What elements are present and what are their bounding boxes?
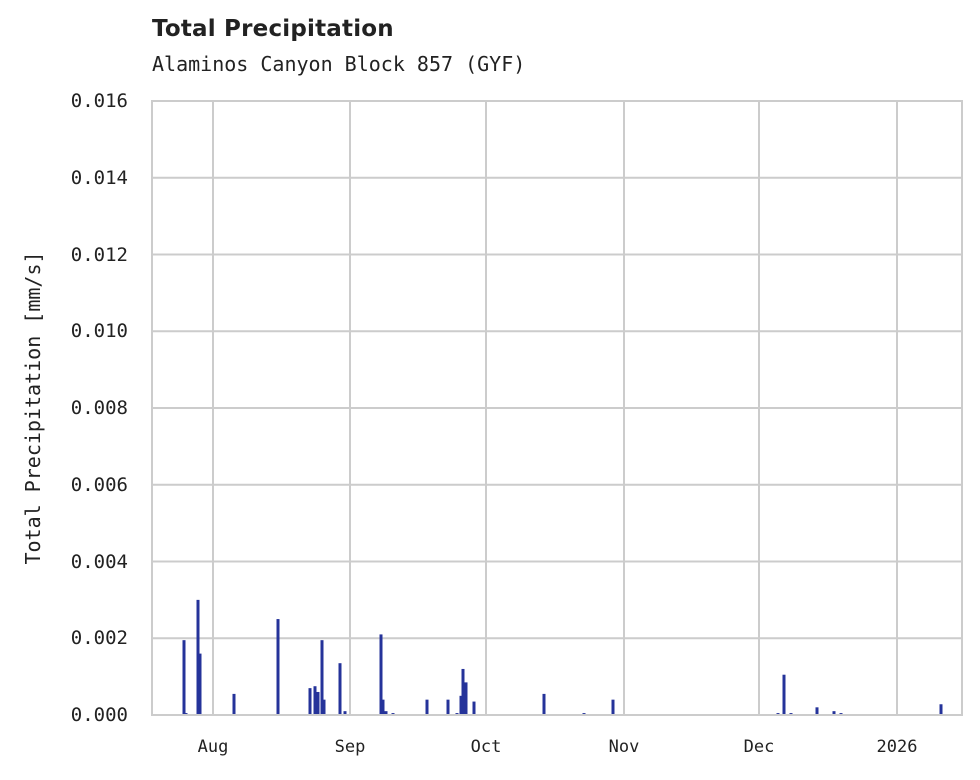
y-tick-label: 0.008 bbox=[70, 397, 128, 419]
precipitation-bar bbox=[276, 619, 280, 715]
precipitation-bar bbox=[464, 682, 468, 715]
precipitation-bar bbox=[198, 653, 202, 715]
precipitation-bar bbox=[611, 699, 615, 715]
y-tick-label: 0.006 bbox=[70, 473, 128, 496]
y-tick-label: 0.014 bbox=[70, 166, 128, 189]
gridlines bbox=[152, 100, 962, 716]
precipitation-bar bbox=[815, 707, 819, 715]
precipitation-bar bbox=[446, 699, 450, 715]
x-tick-label: Dec bbox=[743, 737, 775, 757]
x-tick-label: Aug bbox=[197, 737, 229, 757]
precipitation-bar bbox=[459, 695, 463, 715]
plot-frame bbox=[151, 100, 963, 716]
precipitation-bar bbox=[313, 686, 317, 715]
precipitation-bar bbox=[379, 634, 383, 715]
y-tick-label: 0.010 bbox=[70, 320, 128, 343]
y-tick-label: 0.004 bbox=[70, 550, 128, 573]
chart-subtitle: Alaminos Canyon Block 857 (GYF) bbox=[152, 52, 526, 76]
precipitation-bar bbox=[425, 699, 429, 715]
precipitation-bar bbox=[782, 674, 786, 715]
y-tick-label: 0.002 bbox=[70, 627, 128, 650]
precipitation-bar bbox=[832, 711, 836, 715]
precipitation-bar bbox=[182, 640, 186, 715]
precipitation-bar bbox=[939, 704, 943, 715]
precipitation-bar bbox=[381, 699, 385, 715]
precipitation-bar bbox=[461, 668, 465, 715]
y-tick-label: 0.000 bbox=[70, 704, 128, 726]
x-tick-label: Oct bbox=[470, 737, 502, 757]
y-tick-label: 0.016 bbox=[70, 90, 128, 112]
precipitation-bar bbox=[196, 599, 200, 715]
precipitation-bar bbox=[384, 711, 388, 715]
chart-title: Total Precipitation bbox=[152, 16, 394, 42]
precipitation-bar bbox=[320, 640, 324, 715]
x-tick-label: Nov bbox=[608, 737, 640, 757]
precipitation-bar bbox=[308, 688, 312, 715]
precipitation-bar bbox=[472, 701, 476, 715]
precipitation-bar bbox=[232, 693, 236, 715]
precipitation-bar bbox=[542, 693, 546, 715]
precipitation-bar bbox=[316, 691, 320, 715]
precipitation-bars bbox=[182, 599, 943, 715]
precipitation-bar bbox=[343, 711, 347, 715]
x-tick-label: Sep bbox=[334, 737, 366, 757]
precipitation-bar bbox=[322, 699, 326, 715]
x-tick-label: 2026 bbox=[876, 737, 918, 757]
y-tick-label: 0.012 bbox=[70, 243, 128, 266]
precipitation-bar bbox=[338, 663, 342, 715]
